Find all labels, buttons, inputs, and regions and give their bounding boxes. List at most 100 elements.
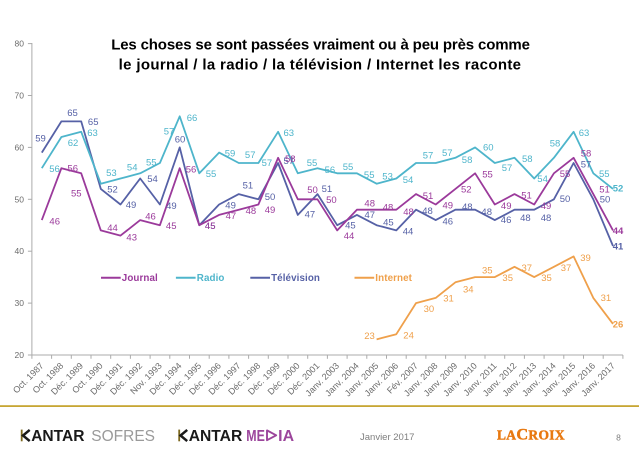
svg-text:le journal / la radio / la tél: le journal / la radio / la télévision / … bbox=[119, 56, 522, 73]
svg-text:53: 53 bbox=[382, 171, 393, 182]
svg-text:49: 49 bbox=[265, 205, 276, 216]
svg-text:58: 58 bbox=[522, 154, 533, 165]
svg-text:49: 49 bbox=[443, 200, 454, 211]
svg-text:46: 46 bbox=[443, 217, 454, 228]
svg-text:55: 55 bbox=[146, 157, 157, 168]
svg-text:31: 31 bbox=[601, 293, 612, 304]
svg-text:48: 48 bbox=[403, 207, 414, 218]
svg-text:55: 55 bbox=[364, 170, 375, 181]
svg-text:51: 51 bbox=[599, 184, 610, 195]
svg-text:51: 51 bbox=[423, 191, 434, 202]
svg-text:55: 55 bbox=[560, 169, 571, 180]
svg-text:51: 51 bbox=[322, 184, 333, 195]
svg-text:31: 31 bbox=[443, 293, 454, 304]
svg-text:54: 54 bbox=[147, 174, 158, 185]
svg-text:43: 43 bbox=[126, 232, 137, 243]
svg-text:SOFRES: SOFRES bbox=[91, 428, 155, 445]
svg-text:8: 8 bbox=[616, 433, 621, 443]
svg-text:44: 44 bbox=[613, 226, 624, 237]
svg-text:Les choses se sont passées vra: Les choses se sont passées vraiment ou à… bbox=[111, 37, 530, 54]
svg-text:48: 48 bbox=[462, 202, 473, 213]
svg-text:56: 56 bbox=[186, 164, 197, 175]
svg-text:46: 46 bbox=[501, 215, 512, 226]
svg-text:57: 57 bbox=[284, 156, 295, 167]
svg-text:59: 59 bbox=[225, 148, 236, 159]
svg-text:60: 60 bbox=[15, 142, 25, 152]
svg-text:58: 58 bbox=[285, 154, 296, 165]
svg-text:56: 56 bbox=[325, 165, 336, 176]
svg-text:41: 41 bbox=[613, 241, 624, 252]
svg-text:45: 45 bbox=[205, 221, 216, 232]
svg-text:60: 60 bbox=[483, 143, 494, 154]
svg-text:58: 58 bbox=[462, 155, 473, 166]
svg-text:50: 50 bbox=[265, 192, 276, 203]
svg-text:Radio: Radio bbox=[197, 273, 225, 284]
svg-text:20: 20 bbox=[15, 350, 25, 360]
svg-text:49: 49 bbox=[541, 201, 552, 212]
svg-text:35: 35 bbox=[502, 273, 513, 284]
svg-text:52: 52 bbox=[107, 185, 118, 196]
svg-text:45: 45 bbox=[383, 218, 394, 229]
svg-text:56: 56 bbox=[49, 164, 60, 175]
svg-text:44: 44 bbox=[107, 223, 118, 234]
svg-text:57: 57 bbox=[502, 163, 513, 174]
svg-text:57: 57 bbox=[262, 158, 273, 169]
svg-text:34: 34 bbox=[463, 284, 474, 295]
svg-text:48: 48 bbox=[364, 198, 375, 209]
svg-text:47: 47 bbox=[226, 211, 237, 222]
svg-text:50: 50 bbox=[307, 185, 318, 196]
svg-text:54: 54 bbox=[127, 163, 138, 174]
svg-text:63: 63 bbox=[87, 128, 98, 139]
svg-text:ANTAR: ANTAR bbox=[31, 428, 85, 445]
svg-text:49: 49 bbox=[501, 201, 512, 212]
svg-text:48: 48 bbox=[520, 213, 531, 224]
svg-text:23: 23 bbox=[364, 331, 375, 342]
svg-text:Internet: Internet bbox=[375, 273, 412, 284]
svg-text:26: 26 bbox=[613, 320, 624, 331]
svg-text:46: 46 bbox=[145, 211, 156, 222]
svg-text:39: 39 bbox=[580, 253, 591, 264]
svg-text:44: 44 bbox=[344, 231, 355, 242]
svg-text:47: 47 bbox=[365, 210, 376, 221]
svg-text:55: 55 bbox=[307, 158, 318, 169]
svg-text:50: 50 bbox=[600, 194, 611, 205]
svg-text:63: 63 bbox=[579, 128, 590, 139]
svg-text:Janvier 2017: Janvier 2017 bbox=[360, 432, 414, 443]
svg-text:55: 55 bbox=[71, 189, 82, 200]
svg-text:40: 40 bbox=[15, 246, 25, 256]
svg-text:62: 62 bbox=[68, 138, 79, 149]
svg-text:46: 46 bbox=[49, 216, 60, 227]
svg-text:57: 57 bbox=[423, 151, 434, 162]
svg-text:ME: ME bbox=[246, 428, 265, 445]
svg-text:LACROIX: LACROIX bbox=[497, 425, 565, 444]
svg-text:44: 44 bbox=[403, 226, 414, 237]
svg-text:52: 52 bbox=[613, 183, 624, 194]
svg-text:49: 49 bbox=[126, 200, 137, 211]
svg-text:49: 49 bbox=[225, 201, 236, 212]
svg-text:50: 50 bbox=[326, 195, 337, 206]
svg-text:65: 65 bbox=[88, 117, 99, 128]
svg-text:50: 50 bbox=[15, 194, 25, 204]
svg-text:52: 52 bbox=[461, 184, 472, 195]
svg-text:80: 80 bbox=[15, 39, 25, 49]
svg-text:55: 55 bbox=[343, 162, 354, 173]
svg-text:66: 66 bbox=[187, 113, 198, 124]
svg-text:57: 57 bbox=[245, 150, 256, 161]
svg-text:49: 49 bbox=[166, 201, 177, 212]
svg-text:51: 51 bbox=[521, 190, 532, 201]
svg-text:55: 55 bbox=[482, 169, 493, 180]
svg-text:57: 57 bbox=[164, 127, 175, 138]
svg-text:48: 48 bbox=[246, 206, 257, 217]
svg-text:57: 57 bbox=[581, 159, 592, 170]
svg-text:48: 48 bbox=[541, 213, 552, 224]
svg-text:65: 65 bbox=[67, 108, 78, 119]
svg-text:50: 50 bbox=[560, 194, 571, 205]
svg-text:30: 30 bbox=[15, 298, 25, 308]
svg-text:47: 47 bbox=[305, 209, 316, 220]
svg-text:53: 53 bbox=[106, 168, 117, 179]
svg-text:55: 55 bbox=[206, 169, 217, 180]
svg-text:37: 37 bbox=[522, 263, 533, 274]
svg-text:58: 58 bbox=[581, 148, 592, 159]
svg-text:60: 60 bbox=[175, 135, 186, 146]
svg-text:63: 63 bbox=[284, 128, 295, 139]
